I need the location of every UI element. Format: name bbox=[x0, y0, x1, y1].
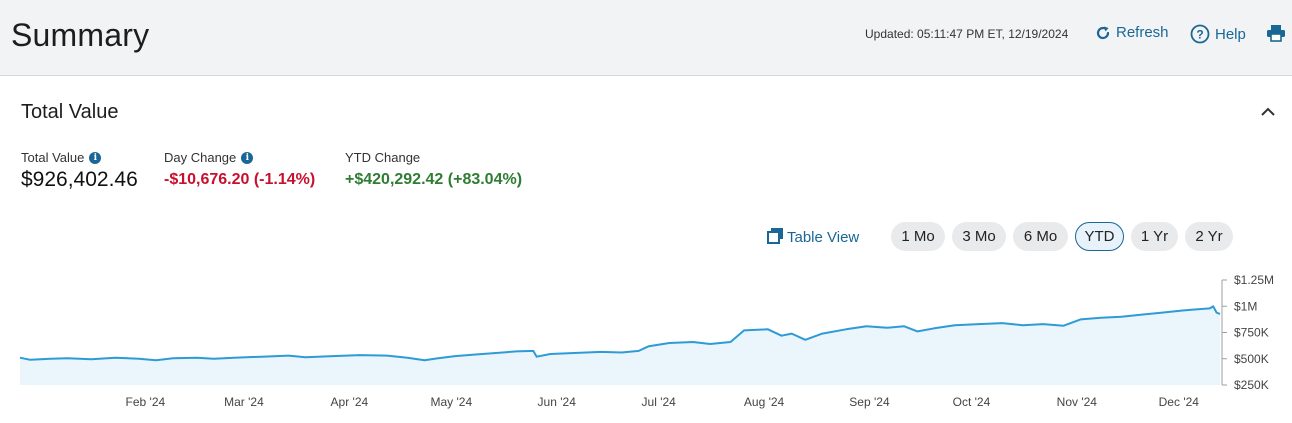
x-tick-label: Feb '24 bbox=[126, 395, 166, 409]
total-value: $926,402.46 bbox=[21, 168, 138, 191]
day-change-value: -$10,676.20 (-1.14%) bbox=[164, 171, 316, 188]
range-button-3mo[interactable]: 3 Mo bbox=[952, 222, 1006, 251]
range-button-6mo[interactable]: 6 Mo bbox=[1013, 222, 1068, 251]
collapse-button[interactable] bbox=[1259, 104, 1277, 120]
value-chart: $1.25M $1M $750K $500K $250K Feb '24 Mar '24 Ap… bbox=[19, 273, 1274, 409]
help-button[interactable]: ? Help bbox=[1190, 24, 1246, 44]
x-tick-label: Aug '24 bbox=[744, 395, 785, 409]
day-change-label: Day Change bbox=[164, 150, 237, 165]
help-label: Help bbox=[1215, 25, 1246, 43]
table-view-button[interactable]: Table View bbox=[767, 227, 859, 248]
x-tick-label: Nov '24 bbox=[1057, 395, 1098, 409]
print-icon bbox=[1266, 24, 1286, 42]
x-tick-label: Dec '24 bbox=[1159, 395, 1200, 409]
range-button-1mo[interactable]: 1 Mo bbox=[891, 222, 945, 251]
refresh-icon bbox=[1095, 25, 1111, 41]
info-icon[interactable]: i bbox=[89, 151, 102, 164]
x-tick-label: Jun '24 bbox=[538, 395, 577, 409]
ytd-change-value: +$420,292.42 (+83.04%) bbox=[345, 171, 523, 188]
x-tick-label: Sep '24 bbox=[849, 395, 890, 409]
range-button-1yr[interactable]: 1 Yr bbox=[1131, 222, 1178, 251]
table-view-icon bbox=[767, 227, 784, 248]
x-tick-label: May '24 bbox=[431, 395, 473, 409]
section-title: Total Value bbox=[21, 101, 119, 123]
y-tick-label: $750K bbox=[1234, 326, 1269, 340]
page-title: Summary bbox=[11, 17, 150, 53]
info-icon[interactable]: i bbox=[241, 151, 254, 164]
x-tick-label: Apr '24 bbox=[331, 395, 369, 409]
chevron-up-icon bbox=[1259, 107, 1277, 124]
y-tick-label: $500K bbox=[1234, 352, 1269, 366]
range-button-ytd[interactable]: YTD bbox=[1075, 222, 1124, 251]
refresh-button[interactable]: Refresh bbox=[1095, 24, 1169, 41]
help-icon: ? bbox=[1190, 24, 1210, 44]
total-value-label-group: Total Value i bbox=[21, 150, 102, 165]
ytd-change-label-group: YTD Change bbox=[345, 150, 420, 165]
chart-line bbox=[19, 305, 1221, 362]
ytd-change-label: YTD Change bbox=[345, 150, 421, 165]
range-button-2yr[interactable]: 2 Yr bbox=[1185, 222, 1233, 251]
print-button[interactable] bbox=[1266, 24, 1291, 42]
updated-timestamp: Updated: 05:11:47 PM ET, 12/19/2024 bbox=[865, 27, 1069, 41]
table-view-label: Table View bbox=[787, 229, 860, 246]
svg-text:?: ? bbox=[1196, 28, 1203, 42]
x-tick-label: Oct '24 bbox=[953, 395, 991, 409]
refresh-label: Refresh bbox=[1116, 24, 1169, 41]
total-value-label: Total Value bbox=[21, 150, 85, 165]
top-bar: Summary Updated: 05:11:47 PM ET, 12/19/2… bbox=[0, 0, 1292, 76]
y-tick-label: $1.25M bbox=[1234, 273, 1274, 287]
chart-area bbox=[20, 306, 1220, 385]
y-tick-label: $250K bbox=[1234, 378, 1269, 392]
x-tick-label: Mar '24 bbox=[224, 395, 264, 409]
y-tick-label: $1M bbox=[1234, 299, 1257, 313]
day-change-label-group: Day Change i bbox=[164, 150, 254, 165]
x-tick-label: Jul '24 bbox=[642, 395, 677, 409]
